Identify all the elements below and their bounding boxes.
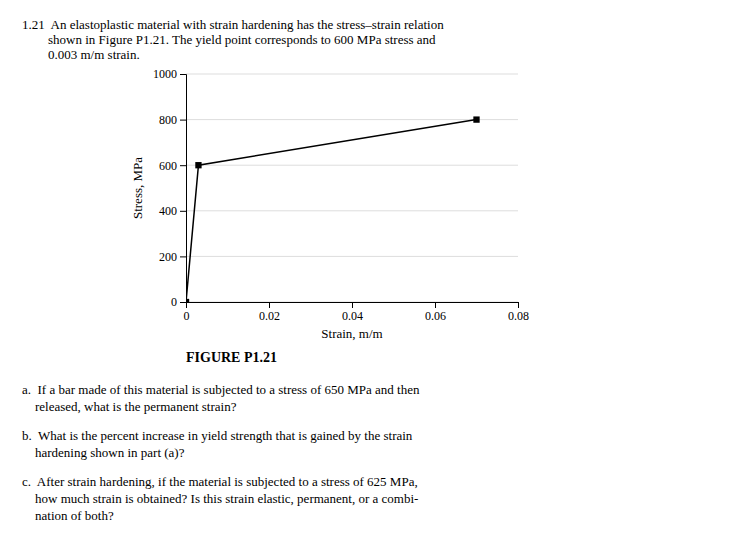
title-line: 1.21 An elastoplastic material with stra… [22,17,444,32]
tick-mark [518,302,519,308]
footnote-line: hardening shown in part (a)? [22,445,185,460]
tick-mark [180,165,186,166]
title-line: shown in Figure P1.21. The yield point c… [22,32,436,47]
tick-label: 0.06 [425,309,446,323]
tick: 600 [159,159,186,173]
line [186,120,477,302]
tick-label: 0.08 [508,309,529,323]
tick-label: 0.02 [259,309,280,323]
tick-mark [180,211,186,212]
axis-line [187,303,519,309]
marker [195,162,201,168]
tick-mark [180,302,186,303]
footnote-line: b. What is the percent increase in yield… [22,428,413,443]
axis-line [180,75,187,303]
marks [186,116,480,302]
tick-mark [435,302,436,308]
tick-mark [180,120,186,121]
tick: 400 [159,204,186,218]
grid-line [186,165,518,166]
tick: 200 [159,250,186,264]
grid-line [186,210,518,211]
chart: 1.21 An elastoplastic material with stra… [0,0,730,543]
tick: 0 [184,302,190,323]
tick: 0.02 [259,302,280,323]
footnote-line: nation of both? [22,508,114,523]
footnote: b. What is the percent increase in yield… [22,428,413,460]
tick-mark [180,74,186,75]
x-axis-title: Strain, m/m [321,326,382,341]
tick: 0.04 [342,302,363,323]
tick-mark [180,256,186,257]
grid-line [186,119,518,120]
x-axis: 0 0.02 0.04 0.06 0.08 [184,302,530,323]
grid-line [186,74,518,75]
y-axis-title: Stress, MPa [130,157,145,219]
tick-mark [269,302,270,308]
tick-label: 0.04 [342,309,363,323]
footnote-line: c. After strain hardening, if the materi… [22,474,418,489]
tick-label: 0 [184,309,190,323]
tick: 0.06 [425,302,446,323]
footnote-line: how much strain is obtained? Is this str… [22,491,418,506]
tick-label: 600 [159,159,177,173]
tick-label: 800 [159,113,177,127]
title-line: 0.003 m/m strain. [22,47,140,62]
footnote-line: a. If a bar made of this material is sub… [22,382,420,397]
tick: 0 [171,295,186,309]
tick-label: 200 [159,250,177,264]
marker [473,116,479,122]
tick: 0.08 [508,302,529,323]
marker [186,299,189,302]
tick: 800 [159,113,186,127]
tick-label: 400 [159,204,177,218]
grid [186,74,518,302]
tick-mark [352,302,353,308]
y-axis: 0 200 400 600 800 1000 [153,67,187,309]
tick: 1000 [153,67,186,81]
footnote-line: released, what is the permanent strain? [22,399,237,414]
footnote: a. If a bar made of this material is sub… [22,382,420,414]
plot: 0 0.02 0.04 0.06 0.08 0 200 400 600 800 1000 [153,67,529,322]
grid-line [186,256,518,257]
tick-label: 1000 [153,67,177,81]
figure-label: FIGURE P1.21 [186,350,277,365]
footnote: c. After strain hardening, if the materi… [22,474,418,523]
tick-label: 0 [171,295,177,309]
